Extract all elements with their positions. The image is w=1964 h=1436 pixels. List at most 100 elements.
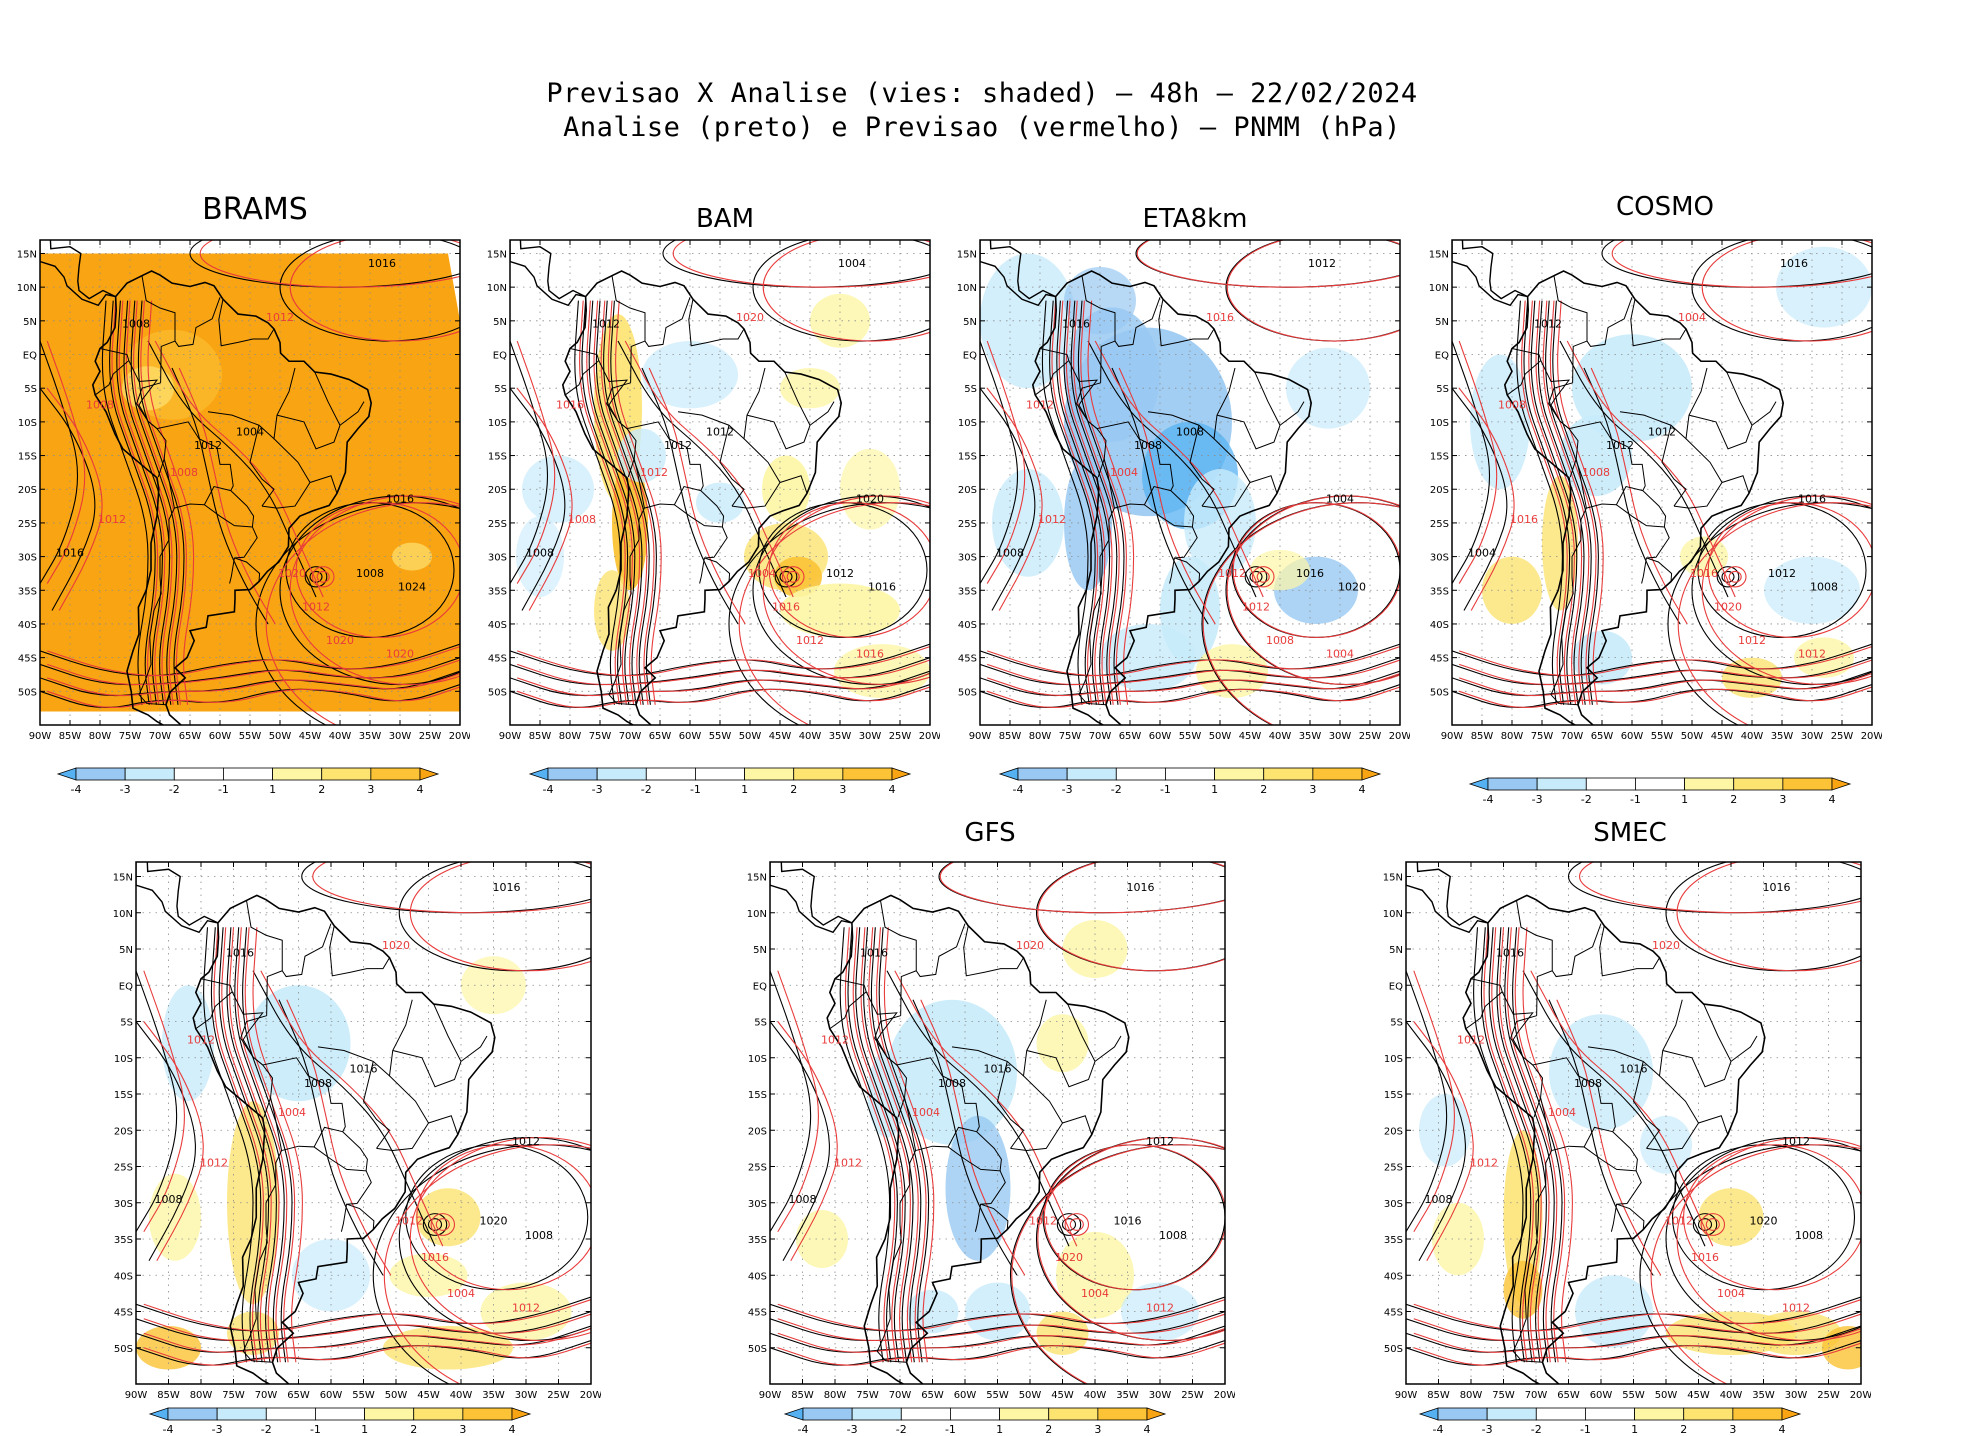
colorbar-label: -1: [218, 783, 229, 796]
lon-label: 55W: [1622, 1390, 1645, 1401]
colorbar-label: -3: [1482, 1423, 1493, 1436]
analysis-isobar: [218, 927, 270, 1363]
colorbar-label: -3: [212, 1423, 223, 1436]
country-border: [362, 1061, 391, 1149]
forecast-contour-label: 1020: [1652, 939, 1680, 952]
forecast-isobar: [252, 927, 303, 1363]
lat-label: 15N: [957, 249, 977, 260]
country-border: [1550, 507, 1587, 706]
analysis-contour-label: 1008: [525, 1229, 553, 1242]
colorbar-segment: [321, 767, 372, 781]
forecast-isobar: [1611, 240, 1872, 288]
forecast-contour-label: 1012: [1026, 398, 1054, 411]
lon-label: 40W: [1084, 1390, 1107, 1401]
colorbar-arrow-low: [528, 767, 549, 781]
forecast-isobar: [1522, 927, 1573, 1363]
country-border: [699, 526, 728, 584]
colorbar-arrow-high: [511, 1407, 532, 1421]
analysis-isobar: [203, 927, 254, 1363]
lon-label: 90W: [969, 731, 992, 742]
lat-label: 35S: [748, 1235, 767, 1246]
country-border: [1599, 925, 1660, 977]
colorbar-label: -1: [1160, 783, 1171, 796]
colorbar-label: 3: [839, 783, 846, 796]
forecast-contour-label: 1012: [512, 1302, 540, 1315]
forecast-contour-label: 1012: [834, 1157, 862, 1170]
forecast-contour-label: 1012: [1146, 1302, 1174, 1315]
forecast-isobar: [1226, 495, 1400, 686]
country-border: [1548, 382, 1646, 491]
forecast-contour-label: 1016: [1690, 567, 1718, 580]
panel-title-bam: BAM: [695, 204, 755, 234]
lon-label: 85W: [999, 731, 1022, 742]
forecast-isobar: [1069, 1218, 1084, 1231]
bias-blob: [1286, 347, 1370, 429]
forecast-contour-label: 1020: [736, 311, 764, 324]
lat-label: 5N: [963, 317, 977, 328]
forecast-contour-label: 1020: [1055, 1251, 1083, 1264]
lat-label: EQ: [493, 351, 507, 362]
colorbar-segment: [1017, 767, 1068, 781]
country-border: [1662, 1003, 1732, 1088]
forecast-isobar: [768, 502, 930, 638]
forecast-isobar: [672, 240, 930, 288]
colorbar-segment: [1097, 1407, 1148, 1421]
analysis-isobar: [510, 684, 930, 709]
lat-label: 30S: [1384, 1199, 1403, 1210]
country-border: [980, 1203, 1009, 1230]
country-border: [346, 1203, 375, 1230]
lon-label: 60W: [1149, 731, 1172, 742]
lon-label: 70W: [1089, 731, 1112, 742]
country-border: [1103, 458, 1171, 509]
forecast-isobar: [143, 1299, 591, 1332]
forecast-contour-label: 1012: [1782, 1302, 1810, 1315]
forecast-isobar: [844, 927, 896, 1363]
analysis-contour-label: 1016: [1798, 493, 1826, 506]
analysis-contour-label: 1024: [398, 580, 426, 593]
analysis-isobar: [1406, 1325, 1861, 1353]
lon-label: 90W: [1441, 731, 1464, 742]
forecast-contour-label: 1012: [395, 1215, 423, 1228]
lon-label: 80W: [89, 731, 112, 742]
panel-title-cosmo: COSMO: [1615, 192, 1715, 222]
colorbar-label: -2: [1111, 783, 1122, 796]
map-content: 1012 1008 1012 1016 1012 1008 1004 1016 1012 1020…: [1452, 240, 1872, 725]
forecast-isobar: [607, 300, 655, 705]
country-border: [376, 1075, 430, 1152]
country-border: [1698, 1115, 1729, 1135]
colorbar-segment: [695, 767, 745, 781]
analysis-isobar: [1530, 300, 1578, 705]
lat-label: 15S: [18, 452, 37, 463]
lon-label: 20W: [580, 1390, 601, 1401]
analysis-contour-label: 1012: [664, 439, 692, 452]
country-border: [1034, 347, 1070, 396]
country-border: [428, 1115, 459, 1135]
lon-label: 35W: [829, 731, 852, 742]
analysis-isobar: [1452, 643, 1872, 677]
forecast-isobar: [1677, 502, 1872, 725]
colorbar-segment: [900, 1407, 951, 1421]
colorbar-segment: [1486, 1407, 1537, 1421]
panel-title-smec: SMEC: [1593, 818, 1667, 848]
colorbar-arrow-high: [1831, 777, 1852, 791]
analysis-contour-label: 1012: [1308, 257, 1336, 270]
lat-label: 35S: [18, 586, 37, 597]
lat-label: 10N: [747, 909, 767, 920]
forecast-contour-label: 1012: [1242, 600, 1270, 613]
colorbar-label: -3: [1062, 783, 1073, 796]
forecast-isobar: [1650, 1144, 1861, 1384]
forecast-isobar: [1491, 927, 1542, 1363]
country-border: [880, 900, 917, 1016]
colorbar-segment: [1536, 777, 1587, 791]
colorbar-label: 4: [1779, 1423, 1786, 1436]
analysis-contour-label: 1016: [226, 946, 254, 959]
forecast-isobar: [1528, 300, 1575, 705]
lon-label: 65W: [1119, 731, 1142, 742]
forecast-contour-label: 1012: [302, 600, 330, 613]
lon-label: 65W: [1557, 1390, 1580, 1401]
forecast-isobar: [1707, 502, 1872, 638]
forecast-isobar: [517, 646, 930, 677]
colorbar-segment: [1585, 777, 1636, 791]
lat-label: 40S: [1430, 620, 1449, 631]
forecast-isobar: [1459, 686, 1872, 709]
